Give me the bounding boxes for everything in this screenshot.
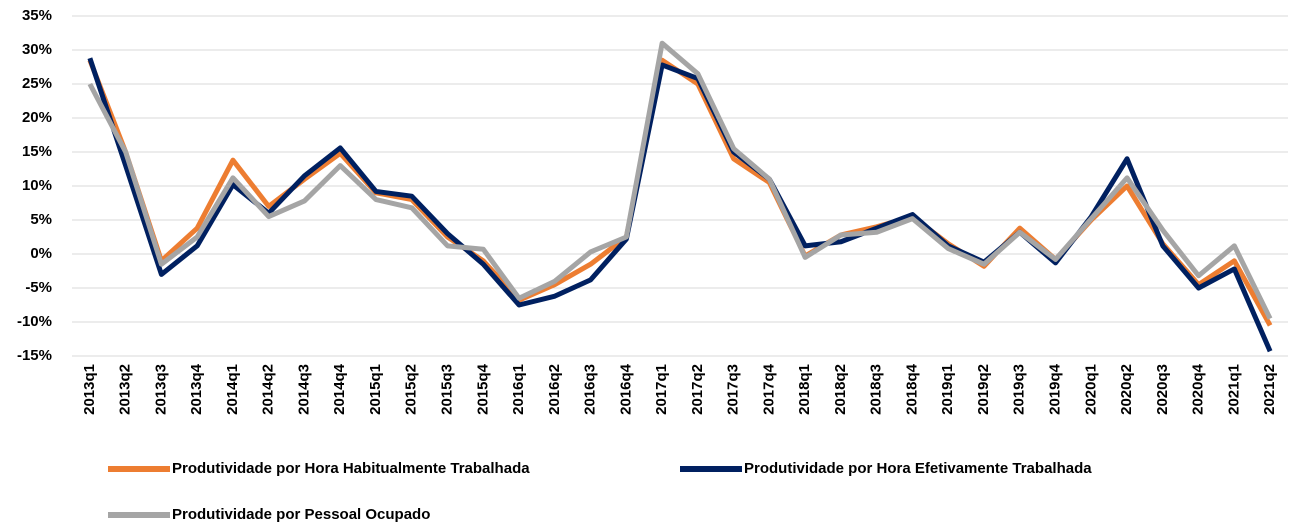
x-tick-label: 2020q2 — [1118, 364, 1135, 415]
y-tick-label: 0% — [30, 245, 52, 262]
x-tick-label: 2015q4 — [474, 363, 491, 415]
x-tick-label: 2020q3 — [1154, 364, 1171, 415]
x-tick-label: 2019q1 — [939, 364, 956, 415]
y-tick-label: -10% — [17, 313, 52, 330]
x-tick-label: 2020q1 — [1082, 364, 1099, 415]
x-tick-label: 2015q3 — [438, 364, 455, 415]
y-tick-label: 25% — [22, 75, 52, 92]
x-tick-label: 2019q3 — [1011, 364, 1028, 415]
x-tick-label: 2019q4 — [1046, 363, 1063, 415]
x-tick-label: 2016q2 — [546, 364, 563, 415]
x-tick-label: 2013q4 — [188, 363, 205, 415]
x-tick-label: 2014q4 — [331, 363, 348, 415]
x-tick-label: 2018q2 — [832, 364, 849, 415]
y-tick-label: 35% — [22, 7, 52, 24]
x-tick-label: 2015q2 — [403, 364, 420, 415]
x-tick-label: 2013q2 — [117, 364, 134, 415]
x-tick-label: 2016q1 — [510, 364, 527, 415]
x-tick-label: 2018q3 — [868, 364, 885, 415]
legend-label: Produtividade por Hora Habitualmente Tra… — [172, 460, 530, 477]
x-tick-label: 2016q4 — [617, 363, 634, 415]
x-tick-label: 2013q3 — [152, 364, 169, 415]
x-tick-label: 2020q4 — [1190, 363, 1207, 415]
x-tick-label: 2017q4 — [760, 363, 777, 415]
series-line — [87, 40, 1273, 320]
y-tick-label: 30% — [22, 41, 52, 58]
x-tick-label: 2017q1 — [653, 364, 670, 415]
x-tick-label: 2018q4 — [903, 363, 920, 415]
x-tick-label: 2016q3 — [582, 364, 599, 415]
y-tick-label: -15% — [17, 347, 52, 364]
legend-label: Produtividade por Hora Efetivamente Trab… — [744, 460, 1092, 477]
series-line — [87, 57, 1273, 327]
y-tick-label: 15% — [22, 143, 52, 160]
x-tick-label: 2017q2 — [689, 364, 706, 415]
x-tick-label: 2014q1 — [224, 364, 241, 415]
legend-label: Produtividade por Pessoal Ocupado — [172, 506, 430, 523]
x-tick-label: 2019q2 — [975, 364, 992, 415]
x-tick-label: 2021q2 — [1261, 364, 1278, 415]
x-tick-label: 2021q1 — [1225, 364, 1242, 415]
x-tick-label: 2013q1 — [81, 364, 98, 415]
x-tick-label: 2015q1 — [367, 364, 384, 415]
y-tick-label: -5% — [25, 279, 52, 296]
x-tick-label: 2017q3 — [725, 364, 742, 415]
y-tick-label: 5% — [30, 211, 52, 228]
x-tick-label: 2014q3 — [295, 364, 312, 415]
x-tick-label: 2018q1 — [796, 364, 813, 415]
y-tick-label: 20% — [22, 109, 52, 126]
x-tick-label: 2014q2 — [260, 364, 277, 415]
y-tick-label: 10% — [22, 177, 52, 194]
